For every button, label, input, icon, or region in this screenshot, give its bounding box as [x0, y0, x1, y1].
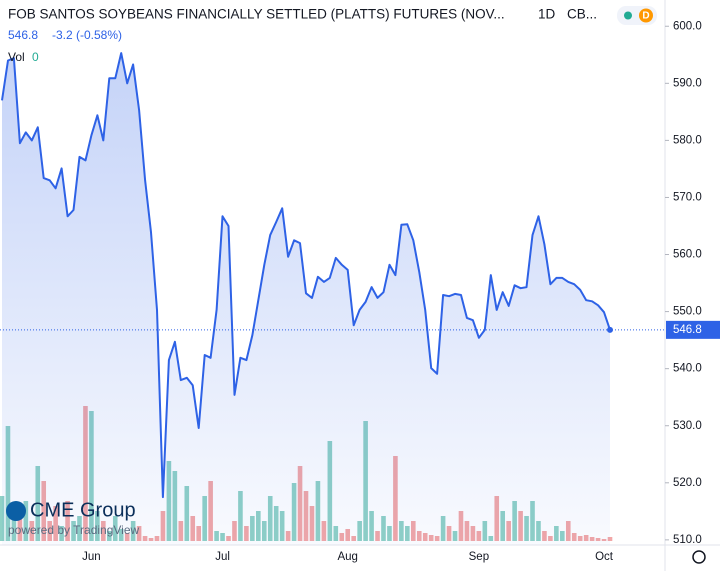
- y-tick-label: 540.0: [673, 363, 702, 375]
- y-tick-label: 510.0: [673, 534, 702, 546]
- y-tick-label: 570.0: [673, 191, 702, 203]
- price-line: [1, 52, 611, 499]
- interval: 1D: [538, 7, 556, 22]
- last-point: [607, 326, 613, 333]
- x-tick-label: Jun: [82, 551, 101, 563]
- y-tick-label: 550.0: [673, 306, 702, 318]
- x-tick-label: Oct: [595, 551, 614, 563]
- x-tick-label: Jul: [215, 551, 230, 563]
- market-dot: [624, 11, 632, 20]
- powered-by: powered by TradingView: [8, 523, 140, 537]
- y-tick-label: 600.0: [673, 20, 702, 32]
- vol-value: 0: [32, 50, 39, 64]
- price-change: -3.2 (-0.58%): [52, 28, 122, 42]
- logo: CME Group: [30, 499, 136, 521]
- y-tick-label: 530.0: [673, 420, 702, 432]
- y-tick-label: 520.0: [673, 477, 702, 489]
- y-tick-label: 560.0: [673, 249, 702, 261]
- exchange: CB...: [567, 7, 597, 22]
- logo-mark: [6, 501, 26, 521]
- y-tick-label: 580.0: [673, 134, 702, 146]
- x-tick-label: Sep: [469, 551, 489, 563]
- y-tick-label: 590.0: [673, 77, 702, 89]
- last-price-tag: [666, 320, 720, 339]
- x-tick-label: Aug: [337, 551, 357, 563]
- area: [2, 53, 610, 545]
- chart-title: FOB SANTOS SOYBEANS FINANCIALLY SETTLED …: [8, 7, 505, 22]
- last-price-tag-label: 546.8: [673, 324, 702, 336]
- delay-text: D: [642, 11, 649, 22]
- vol-label: Vol: [8, 50, 25, 64]
- delay-badge: [639, 8, 653, 23]
- settings-icon[interactable]: [692, 550, 706, 564]
- last-price: 546.8: [8, 28, 38, 42]
